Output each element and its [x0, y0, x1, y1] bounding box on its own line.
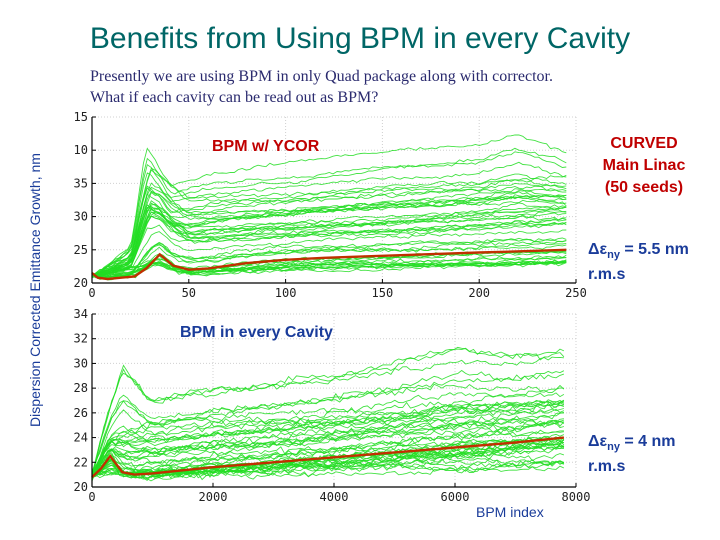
- y-tick-label: 24: [74, 431, 88, 445]
- delta-epsilon-symbol: Δε: [588, 241, 608, 258]
- seed-trace: [91, 229, 567, 276]
- seed-trace: [91, 347, 565, 472]
- seed-trace: [91, 370, 565, 477]
- curved-line-2: Main Linac: [602, 157, 686, 174]
- seed-trace: [91, 401, 565, 476]
- seed-trace: [91, 173, 567, 275]
- seed-trace: [91, 237, 567, 277]
- seed-trace: [91, 151, 567, 278]
- seed-trace: [91, 408, 565, 474]
- y-tick-label: 20: [74, 276, 88, 290]
- y-tick-label: 20: [74, 480, 88, 494]
- x-tick-label: 150: [372, 286, 394, 300]
- y-tick-label: 10: [74, 143, 88, 157]
- seed-trace: [91, 242, 567, 280]
- x-tick-label: 2000: [199, 490, 228, 504]
- top-chart-label: BPM w/ YCOR: [212, 138, 320, 155]
- y-tick-label: 30: [74, 210, 88, 224]
- seed-trace: [91, 208, 567, 277]
- seed-trace: [91, 169, 567, 278]
- x-tick-label: 0: [88, 490, 95, 504]
- y-tick-label: 26: [74, 406, 88, 420]
- seed-trace: [91, 167, 567, 278]
- delta-epsilon-symbol: Δε: [588, 433, 608, 450]
- seed-trace: [91, 256, 567, 277]
- bottom-emittance-note: Δεny = 4 nm r.m.s: [588, 432, 676, 477]
- curved-line-1: CURVED: [610, 135, 678, 152]
- bottom-emittance-value: = 4 nm: [619, 433, 676, 450]
- seed-trace: [91, 399, 565, 473]
- seed-trace: [91, 203, 567, 275]
- seed-trace: [91, 429, 564, 477]
- seed-trace: [91, 244, 567, 278]
- seed-trace: [91, 202, 567, 275]
- bottom-rms-label: r.m.s: [588, 458, 626, 476]
- seed-trace: [91, 134, 567, 277]
- seed-trace: [91, 430, 564, 478]
- seed-trace: [91, 200, 567, 277]
- seed-trace: [91, 161, 567, 276]
- seed-trace: [91, 412, 564, 477]
- seed-trace: [91, 387, 564, 478]
- seed-trace: [91, 418, 564, 477]
- y-tick-label: 15: [74, 110, 88, 124]
- x-tick-label: 100: [275, 286, 297, 300]
- x-tick-label: 6000: [441, 490, 470, 504]
- top-rms-label: r.m.s: [588, 266, 626, 284]
- y-tick-label: 22: [74, 455, 88, 469]
- x-tick-label: 0: [88, 286, 95, 300]
- x-tick-label: 4000: [320, 490, 349, 504]
- subtitle-line-1: Presently we are using BPM in only Quad …: [90, 68, 553, 85]
- y-tick-label: 35: [74, 176, 88, 190]
- seed-trace: [91, 438, 565, 479]
- curved-linac-note: CURVED Main Linac (50 seeds): [592, 133, 696, 199]
- x-tick-label: 200: [468, 286, 490, 300]
- top-emittance-value: = 5.5 nm: [619, 241, 689, 258]
- seed-trace: [91, 356, 564, 476]
- seed-trace: [91, 461, 565, 478]
- seed-trace: [91, 260, 567, 278]
- slide-subtitle: Presently we are using BPM in only Quad …: [90, 66, 553, 108]
- seed-trace: [91, 191, 567, 276]
- y-tick-label: 32: [74, 332, 88, 346]
- seed-trace: [91, 182, 567, 278]
- seed-trace: [91, 179, 567, 277]
- x-tick-label: 250: [565, 286, 587, 300]
- mean-line: [91, 248, 567, 281]
- seed-trace: [91, 422, 565, 478]
- seed-trace: [91, 346, 565, 474]
- seed-trace: [91, 215, 567, 279]
- seed-trace: [91, 215, 567, 276]
- seed-trace: [91, 420, 565, 477]
- seed-trace: [91, 419, 565, 479]
- slide-title: Benefits from Using BPM in every Cavity: [89, 22, 631, 55]
- chart-2: 20 22 24 26 28 30 32 34 0 2000 4000 6000 8000: [74, 307, 591, 504]
- curved-line-3: (50 seeds): [604, 179, 684, 196]
- ny-subscript: ny: [607, 249, 620, 262]
- seed-trace: [91, 402, 564, 473]
- y-tick-label: 34: [74, 307, 88, 321]
- y-tick-label: 25: [74, 243, 88, 257]
- x-axis-label: BPM index: [476, 504, 544, 520]
- y-tick-label: 28: [74, 381, 88, 395]
- ny-subscript: ny: [607, 441, 620, 454]
- seed-trace: [91, 210, 567, 276]
- x-tick-label: 8000: [562, 490, 591, 504]
- seed-trace: [92, 202, 567, 276]
- seed-trace: [91, 383, 565, 477]
- seed-trace: [91, 147, 567, 276]
- seed-trace: [91, 211, 567, 277]
- mean-line: [91, 436, 565, 478]
- seed-trace: [91, 392, 565, 474]
- y-tick-label: 30: [74, 356, 88, 370]
- seed-trace: [91, 262, 567, 278]
- top-emittance-note: Δεny = 5.5 nm r.m.s: [588, 240, 689, 285]
- x-tick-label: 50: [182, 286, 196, 300]
- subtitle-line-2: What if each cavity can be read out as B…: [90, 89, 379, 106]
- bottom-chart-label: BPM in every Cavity: [180, 324, 333, 341]
